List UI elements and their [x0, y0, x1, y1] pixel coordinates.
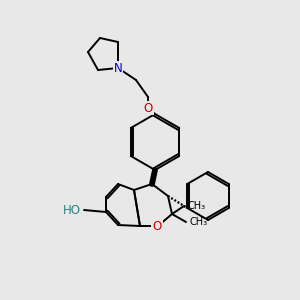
- Text: N: N: [114, 61, 122, 74]
- Text: O: O: [152, 220, 162, 232]
- Text: HO: HO: [63, 203, 81, 217]
- Text: CH₃: CH₃: [190, 217, 208, 227]
- Text: O: O: [143, 101, 153, 115]
- Text: CH₃: CH₃: [188, 201, 206, 211]
